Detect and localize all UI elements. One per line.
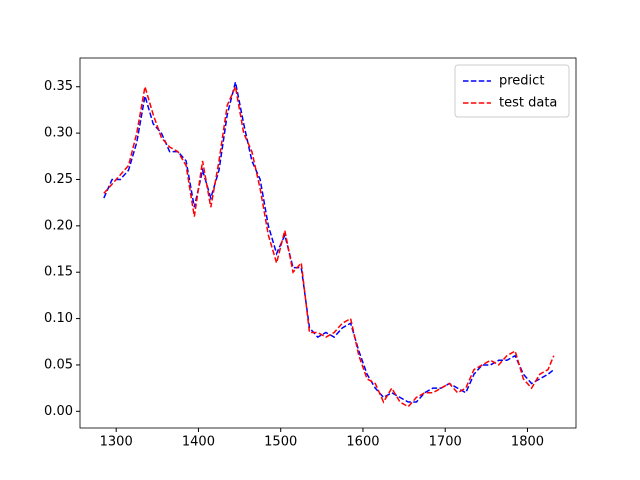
x-tick-label: 1300 [100, 435, 133, 450]
legend-box [454, 64, 570, 118]
x-tick-label: 1800 [511, 435, 544, 450]
y-tick-label: 0.10 [44, 311, 73, 326]
x-tick-label: 1400 [182, 435, 215, 450]
y-tick-label: 0.35 [44, 79, 73, 94]
y-tick-label: 0.25 [44, 172, 73, 187]
y-tick-label: 0.00 [44, 404, 73, 419]
y-tick-label: 0.30 [44, 126, 73, 141]
x-tick-label: 1700 [429, 435, 462, 450]
x-tick-label: 1600 [346, 435, 379, 450]
y-tick-label: 0.20 [44, 218, 73, 233]
legend-label: predict [499, 74, 544, 89]
legend-label: test data [499, 96, 557, 111]
y-tick-label: 0.05 [44, 357, 73, 372]
series-line [103, 84, 555, 408]
y-tick-label: 0.15 [44, 265, 73, 280]
plot-frame [79, 57, 577, 429]
x-tick-label: 1500 [264, 435, 297, 450]
